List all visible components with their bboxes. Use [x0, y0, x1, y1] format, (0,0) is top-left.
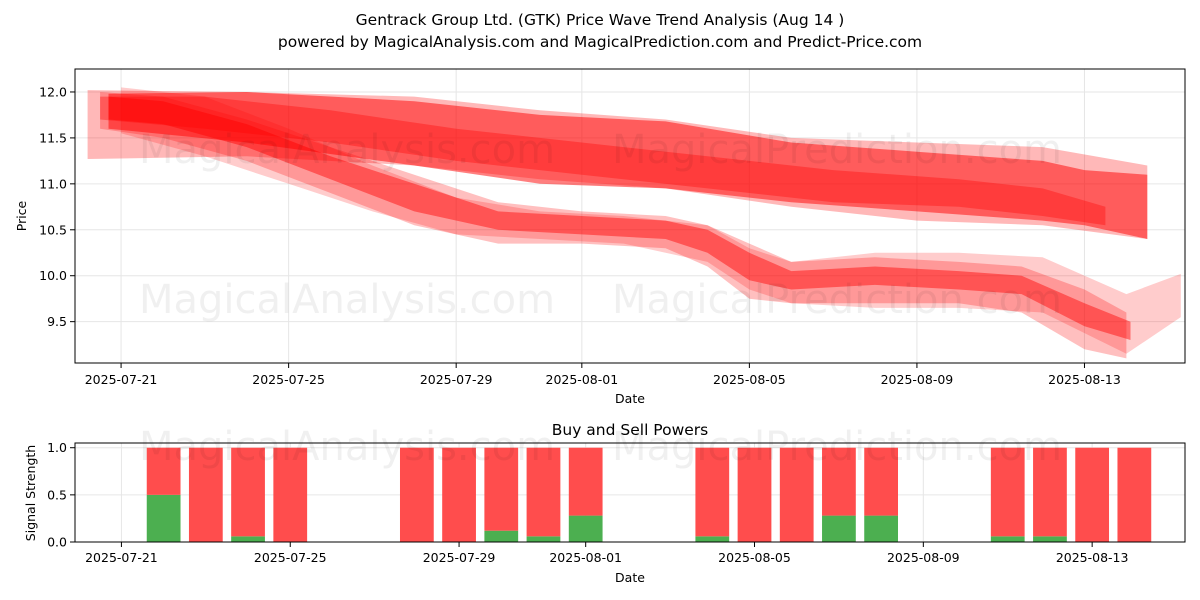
- sell-bar: [188, 447, 223, 542]
- wave-band-upper-core: [108, 92, 1148, 239]
- sell-bar: [526, 447, 561, 537]
- buy-bar: [990, 536, 1025, 542]
- sell-bar: [737, 447, 772, 542]
- buy-sell-x-tick-label: 2025-08-13: [1056, 550, 1129, 565]
- buy-sell-plot-frame: [74, 442, 1186, 543]
- price-y-tick-label: 11.5: [39, 130, 67, 145]
- price-y-tick-label: 10.0: [39, 268, 67, 283]
- price-chart: MagicalAnalysis.com MagicalPrediction.co…: [14, 68, 1186, 406]
- watermark-prediction-bottom: MagicalPrediction.com: [612, 424, 1062, 470]
- watermark-analysis-top: MagicalAnalysis.com: [139, 127, 555, 173]
- buy-bar: [695, 536, 730, 542]
- buy-sell-x-tick-label: 2025-07-25: [254, 550, 327, 565]
- price-plot-frame: [74, 68, 1186, 364]
- sell-bar: [779, 447, 814, 542]
- price-y-tick-label: 10.5: [39, 222, 67, 237]
- buy-bar: [231, 536, 265, 542]
- price-y-tick-label: 9.5: [47, 314, 67, 329]
- sell-bar: [1075, 447, 1110, 542]
- sell-bar: [695, 447, 730, 537]
- sell-bar: [864, 447, 899, 516]
- price-x-tick-label: 2025-08-05: [713, 372, 786, 387]
- buy-sell-bars: [146, 447, 1152, 542]
- buy-sell-x-ticks: 2025-07-21 2025-07-25 2025-07-29 2025-08-01…: [85, 542, 1128, 565]
- buy-sell-watermarks: MagicalAnalysis.com MagicalPrediction.co…: [139, 424, 1062, 470]
- price-wave-bands: [87, 87, 1181, 359]
- buy-sell-x-tick-label: 2025-08-01: [549, 550, 622, 565]
- watermark-analysis-middle: MagicalAnalysis.com: [139, 277, 555, 323]
- buy-sell-x-tick-label: 2025-07-29: [423, 550, 496, 565]
- price-x-tick-label: 2025-08-09: [881, 372, 954, 387]
- watermark-prediction-top: MagicalPrediction.com: [612, 127, 1062, 173]
- sell-bar: [273, 447, 308, 542]
- buy-sell-x-tick-label: 2025-07-21: [85, 550, 158, 565]
- wave-band-lower-wide: [100, 92, 1127, 359]
- buy-bar: [864, 515, 899, 542]
- chart-subtitle: powered by MagicalAnalysis.com and Magic…: [278, 33, 922, 51]
- price-x-tick-label: 2025-08-13: [1048, 372, 1121, 387]
- buy-sell-y-tick-label: 0.0: [47, 535, 67, 550]
- sell-bar: [822, 447, 856, 516]
- price-x-tick-label: 2025-08-01: [546, 372, 619, 387]
- buy-sell-title: Buy and Sell Powers: [552, 421, 709, 439]
- buy-sell-y-tick-label: 0.5: [47, 487, 67, 502]
- sell-bar: [399, 447, 434, 542]
- buy-bar: [568, 515, 603, 542]
- buy-sell-x-tick-label: 2025-08-09: [887, 550, 960, 565]
- wave-band-lower-spread: [121, 87, 1181, 354]
- price-x-ticks: 2025-07-21 2025-07-25 2025-07-29 2025-08-01…: [85, 363, 1121, 387]
- price-y-tick-label: 11.0: [39, 176, 67, 191]
- price-x-tick-label: 2025-07-21: [85, 372, 158, 387]
- buy-bar: [484, 530, 519, 542]
- buy-sell-y-ticks: 0.0 0.5 1.0: [47, 440, 75, 550]
- price-x-tick-label: 2025-07-25: [252, 372, 325, 387]
- buy-sell-chart: Buy and Sell Powers MagicalAnalysis.com …: [23, 421, 1186, 585]
- wave-band-lower-core: [108, 96, 1131, 340]
- sell-bar: [146, 447, 181, 495]
- price-y-axis-label: Price: [14, 200, 29, 231]
- sell-bar: [442, 447, 476, 542]
- price-y-ticks: 9.5 10.0 10.5 11.0 11.5 12.0: [39, 84, 75, 329]
- wave-band-upper-tight: [100, 96, 1106, 226]
- chart-title: Gentrack Group Ltd. (GTK) Price Wave Tre…: [356, 11, 845, 29]
- buy-bar: [1033, 536, 1067, 542]
- sell-bar: [231, 447, 265, 537]
- price-x-tick-label: 2025-07-29: [420, 372, 493, 387]
- buy-sell-y-tick-label: 1.0: [47, 440, 67, 455]
- sell-bar: [568, 447, 603, 516]
- buy-bar: [146, 494, 181, 542]
- buy-sell-x-tick-label: 2025-08-05: [718, 550, 791, 565]
- price-y-tick-label: 12.0: [39, 84, 67, 99]
- sell-bar: [990, 447, 1025, 537]
- price-x-axis-label: Date: [615, 391, 645, 406]
- buy-sell-x-axis-label: Date: [615, 570, 645, 585]
- watermark-analysis-bottom: MagicalAnalysis.com: [139, 424, 555, 470]
- buy-bar: [526, 536, 561, 542]
- sell-bar: [1117, 447, 1152, 542]
- sell-bar: [484, 447, 519, 531]
- buy-sell-y-axis-label: Signal Strength: [23, 445, 38, 541]
- sell-bar: [1033, 447, 1067, 537]
- price-watermarks: MagicalAnalysis.com MagicalPrediction.co…: [139, 127, 1062, 323]
- buy-bar: [822, 515, 856, 542]
- watermark-prediction-middle: MagicalPrediction.com: [612, 277, 1062, 323]
